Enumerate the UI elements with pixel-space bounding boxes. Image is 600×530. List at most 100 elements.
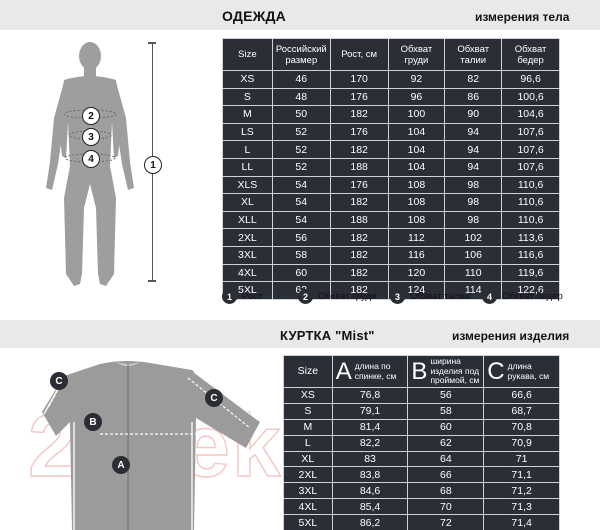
letter-b-icon: B xyxy=(411,357,428,385)
value-cell: 68,7 xyxy=(483,402,560,420)
size-cell: XS xyxy=(222,70,273,89)
marker-hips-icon: 4 xyxy=(82,150,100,168)
value-cell: 46 xyxy=(271,70,331,89)
header-height: Рост, см xyxy=(329,38,389,71)
value-cell: 76,8 xyxy=(331,387,409,404)
clothing-size-table: Size Российский размер Рост, см Обхват г… xyxy=(222,38,560,300)
value-cell: 60 xyxy=(407,418,485,436)
header-chest: Обхват груди xyxy=(387,38,446,71)
value-cell: 182 xyxy=(329,105,389,124)
table-row: 3XL 84,6 68 71,2 xyxy=(283,482,560,500)
value-cell: 119,6 xyxy=(501,263,560,283)
value-cell: 106 xyxy=(444,245,503,265)
size-cell: S xyxy=(283,402,333,420)
header-size: Size xyxy=(222,38,273,71)
table-row: S 48 176 96 86 100,6 xyxy=(222,87,560,107)
value-cell: 60 xyxy=(271,263,331,283)
value-cell: 182 xyxy=(329,193,389,212)
legend-height: 1 Рост xyxy=(222,289,262,304)
legend-height-icon: 1 xyxy=(222,289,237,304)
value-cell: 83,8 xyxy=(331,466,409,484)
table-row: XLL 54 188 108 98 110,6 xyxy=(222,210,560,230)
value-cell: 54 xyxy=(271,210,331,230)
size-cell: 2XL xyxy=(222,228,273,247)
legend-waist-label: Обхват талии xyxy=(410,291,470,302)
legend-chest: 2 Обхват груди xyxy=(298,289,376,304)
value-cell: 86,2 xyxy=(331,514,409,530)
value-cell: 79,1 xyxy=(331,402,409,420)
value-cell: 82,2 xyxy=(331,434,409,452)
value-cell: 82 xyxy=(444,70,503,89)
legend-waist-icon: 3 xyxy=(390,289,405,304)
value-cell: 113,6 xyxy=(501,228,560,247)
value-cell: 176 xyxy=(329,175,389,195)
value-cell: 71,1 xyxy=(483,466,560,484)
jacket-subtitle: измерения изделия xyxy=(452,329,570,343)
value-cell: 182 xyxy=(329,140,389,159)
value-cell: 176 xyxy=(329,122,389,142)
table-row: LS 52 176 104 94 107,6 xyxy=(222,122,560,142)
human-figure xyxy=(46,42,134,286)
jacket-header-b: B ширина изделия под проймой, см xyxy=(407,355,485,388)
size-cell: XL xyxy=(283,450,333,468)
value-cell: 122,6 xyxy=(501,281,560,300)
size-cell: XLL xyxy=(222,210,273,230)
legend-chest-label: Обхват груди xyxy=(318,291,377,302)
value-cell: 182 xyxy=(329,228,389,247)
jacket-header-band: КУРТКА "Mist" измерения изделия xyxy=(0,320,600,348)
value-cell: 116 xyxy=(387,245,446,265)
jacket-header-a: A длина по спинке, см xyxy=(331,355,409,388)
jacket-figure xyxy=(42,361,260,530)
legend-waist: 3 Обхват талии xyxy=(390,289,470,304)
legend-hips-label: Обхват бедер xyxy=(502,291,563,302)
table-row: XL 54 182 108 98 110,6 xyxy=(222,193,560,212)
jacket-marker-c-right-icon: C xyxy=(205,389,223,407)
letter-a-icon: A xyxy=(335,357,352,385)
value-cell: 98 xyxy=(444,210,503,230)
value-cell: 108 xyxy=(387,210,446,230)
value-cell: 52 xyxy=(271,140,331,159)
marker-height-icon: 1 xyxy=(144,156,162,174)
value-cell: 188 xyxy=(329,157,389,177)
value-cell: 96 xyxy=(387,87,446,107)
value-cell: 107,6 xyxy=(501,140,560,159)
table-row: 3XL 58 182 116 106 116,6 xyxy=(222,245,560,265)
value-cell: 52 xyxy=(271,122,331,142)
table-row: S 79,1 58 68,7 xyxy=(283,402,560,420)
table-row: 4XL 60 182 120 110 119,6 xyxy=(222,263,560,283)
table-row: 4XL 85,4 70 71,3 xyxy=(283,498,560,516)
value-cell: 108 xyxy=(387,175,446,195)
table-row: 2XL 56 182 112 102 113,6 xyxy=(222,228,560,247)
value-cell: 92 xyxy=(387,70,446,89)
value-cell: 188 xyxy=(329,210,389,230)
value-cell: 116,6 xyxy=(501,245,560,265)
table-row: 2XL 83,8 66 71,1 xyxy=(283,466,560,484)
value-cell: 71 xyxy=(483,450,560,468)
size-cell: 2XL xyxy=(283,466,333,484)
table-row: L 52 182 104 94 107,6 xyxy=(222,140,560,159)
value-cell: 71,3 xyxy=(483,498,560,516)
jacket-header-b-text: ширина изделия под проймой, см xyxy=(430,356,480,386)
value-cell: 100 xyxy=(387,105,446,124)
value-cell: 94 xyxy=(444,140,503,159)
value-cell: 58 xyxy=(271,245,331,265)
value-cell: 104 xyxy=(387,140,446,159)
value-cell: 70,9 xyxy=(483,434,560,452)
value-cell: 52 xyxy=(271,157,331,177)
value-cell: 90 xyxy=(444,105,503,124)
legend-chest-icon: 2 xyxy=(298,289,313,304)
size-cell: S xyxy=(222,87,273,107)
value-cell: 176 xyxy=(329,87,389,107)
value-cell: 100,6 xyxy=(501,87,560,107)
jacket-size-table: Size A длина по спинке, см B ширина изде… xyxy=(283,355,560,530)
value-cell: 70 xyxy=(407,498,485,516)
value-cell: 112 xyxy=(387,228,446,247)
legend-height-label: Рост xyxy=(242,291,263,302)
size-cell: LS xyxy=(222,122,273,142)
clothing-title: ОДЕЖДА xyxy=(222,8,286,24)
header-hips: Обхват бедер xyxy=(501,38,560,71)
value-cell: 170 xyxy=(329,70,389,89)
value-cell: 50 xyxy=(271,105,331,124)
table-row: LL 52 188 104 94 107,6 xyxy=(222,157,560,177)
size-cell: XS xyxy=(283,387,333,404)
